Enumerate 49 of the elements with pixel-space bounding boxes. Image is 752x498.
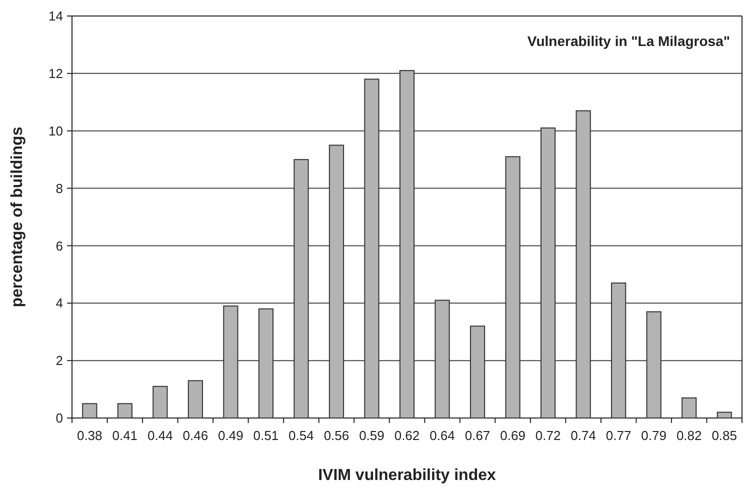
y-tick-label: 4 bbox=[56, 296, 63, 311]
y-axis-title: percentage of buildings bbox=[9, 126, 26, 308]
bar bbox=[223, 306, 238, 418]
x-tick-label: 0.62 bbox=[394, 428, 420, 443]
bar bbox=[576, 110, 591, 418]
bar bbox=[434, 300, 450, 418]
bar bbox=[364, 78, 380, 418]
bar bbox=[470, 326, 486, 418]
x-tick-label: 0.67 bbox=[464, 428, 490, 443]
text: Vulnerability in "La Milagrosa" bbox=[527, 33, 730, 49]
bar bbox=[682, 397, 697, 418]
bar bbox=[82, 403, 98, 418]
x-tick-label: 0.49 bbox=[218, 428, 244, 443]
bar bbox=[716, 412, 732, 418]
x-tick-label: 0.59 bbox=[359, 428, 384, 443]
y-tick-label: 12 bbox=[48, 66, 63, 81]
x-tick-label: 0.41 bbox=[112, 428, 138, 443]
bar bbox=[188, 380, 203, 418]
bar bbox=[611, 282, 626, 418]
y-tick-label: 14 bbox=[48, 8, 63, 24]
x-tick-label: 0.79 bbox=[641, 428, 666, 443]
x-tick-label: 0.56 bbox=[324, 428, 350, 443]
x-tick-label: 0.74 bbox=[570, 428, 596, 443]
bar bbox=[646, 311, 662, 418]
x-tick-label: 0.38 bbox=[76, 428, 102, 443]
bar bbox=[258, 308, 274, 418]
bar bbox=[505, 156, 520, 418]
bar bbox=[152, 386, 168, 418]
x-axis-title: IVIM vulnerability index bbox=[318, 467, 496, 484]
x-tick-label: 0.72 bbox=[535, 428, 561, 443]
x-tick-label: 0.46 bbox=[182, 428, 208, 443]
x-tick-label: 0.54 bbox=[288, 428, 314, 443]
x-tick-label: 0.51 bbox=[253, 428, 279, 443]
x-tick-label: 0.69 bbox=[500, 428, 526, 443]
x-tick-label: 0.64 bbox=[430, 428, 455, 443]
bar bbox=[117, 403, 132, 418]
x-tick-label: 0.77 bbox=[606, 428, 632, 443]
y-tick-label: 8 bbox=[56, 180, 63, 196]
y-tick-label: 10 bbox=[48, 123, 63, 138]
y-tick-label: 6 bbox=[56, 238, 63, 254]
bar bbox=[294, 159, 309, 418]
x-tick-label: 0.85 bbox=[712, 428, 738, 443]
bar bbox=[328, 144, 344, 418]
bar bbox=[399, 70, 415, 418]
x-tick-label: 0.44 bbox=[148, 428, 173, 443]
bar bbox=[540, 127, 556, 418]
y-tick-label: 0 bbox=[56, 410, 63, 426]
y-tick-label: 2 bbox=[56, 353, 63, 368]
x-tick-label: 0.82 bbox=[676, 428, 702, 443]
